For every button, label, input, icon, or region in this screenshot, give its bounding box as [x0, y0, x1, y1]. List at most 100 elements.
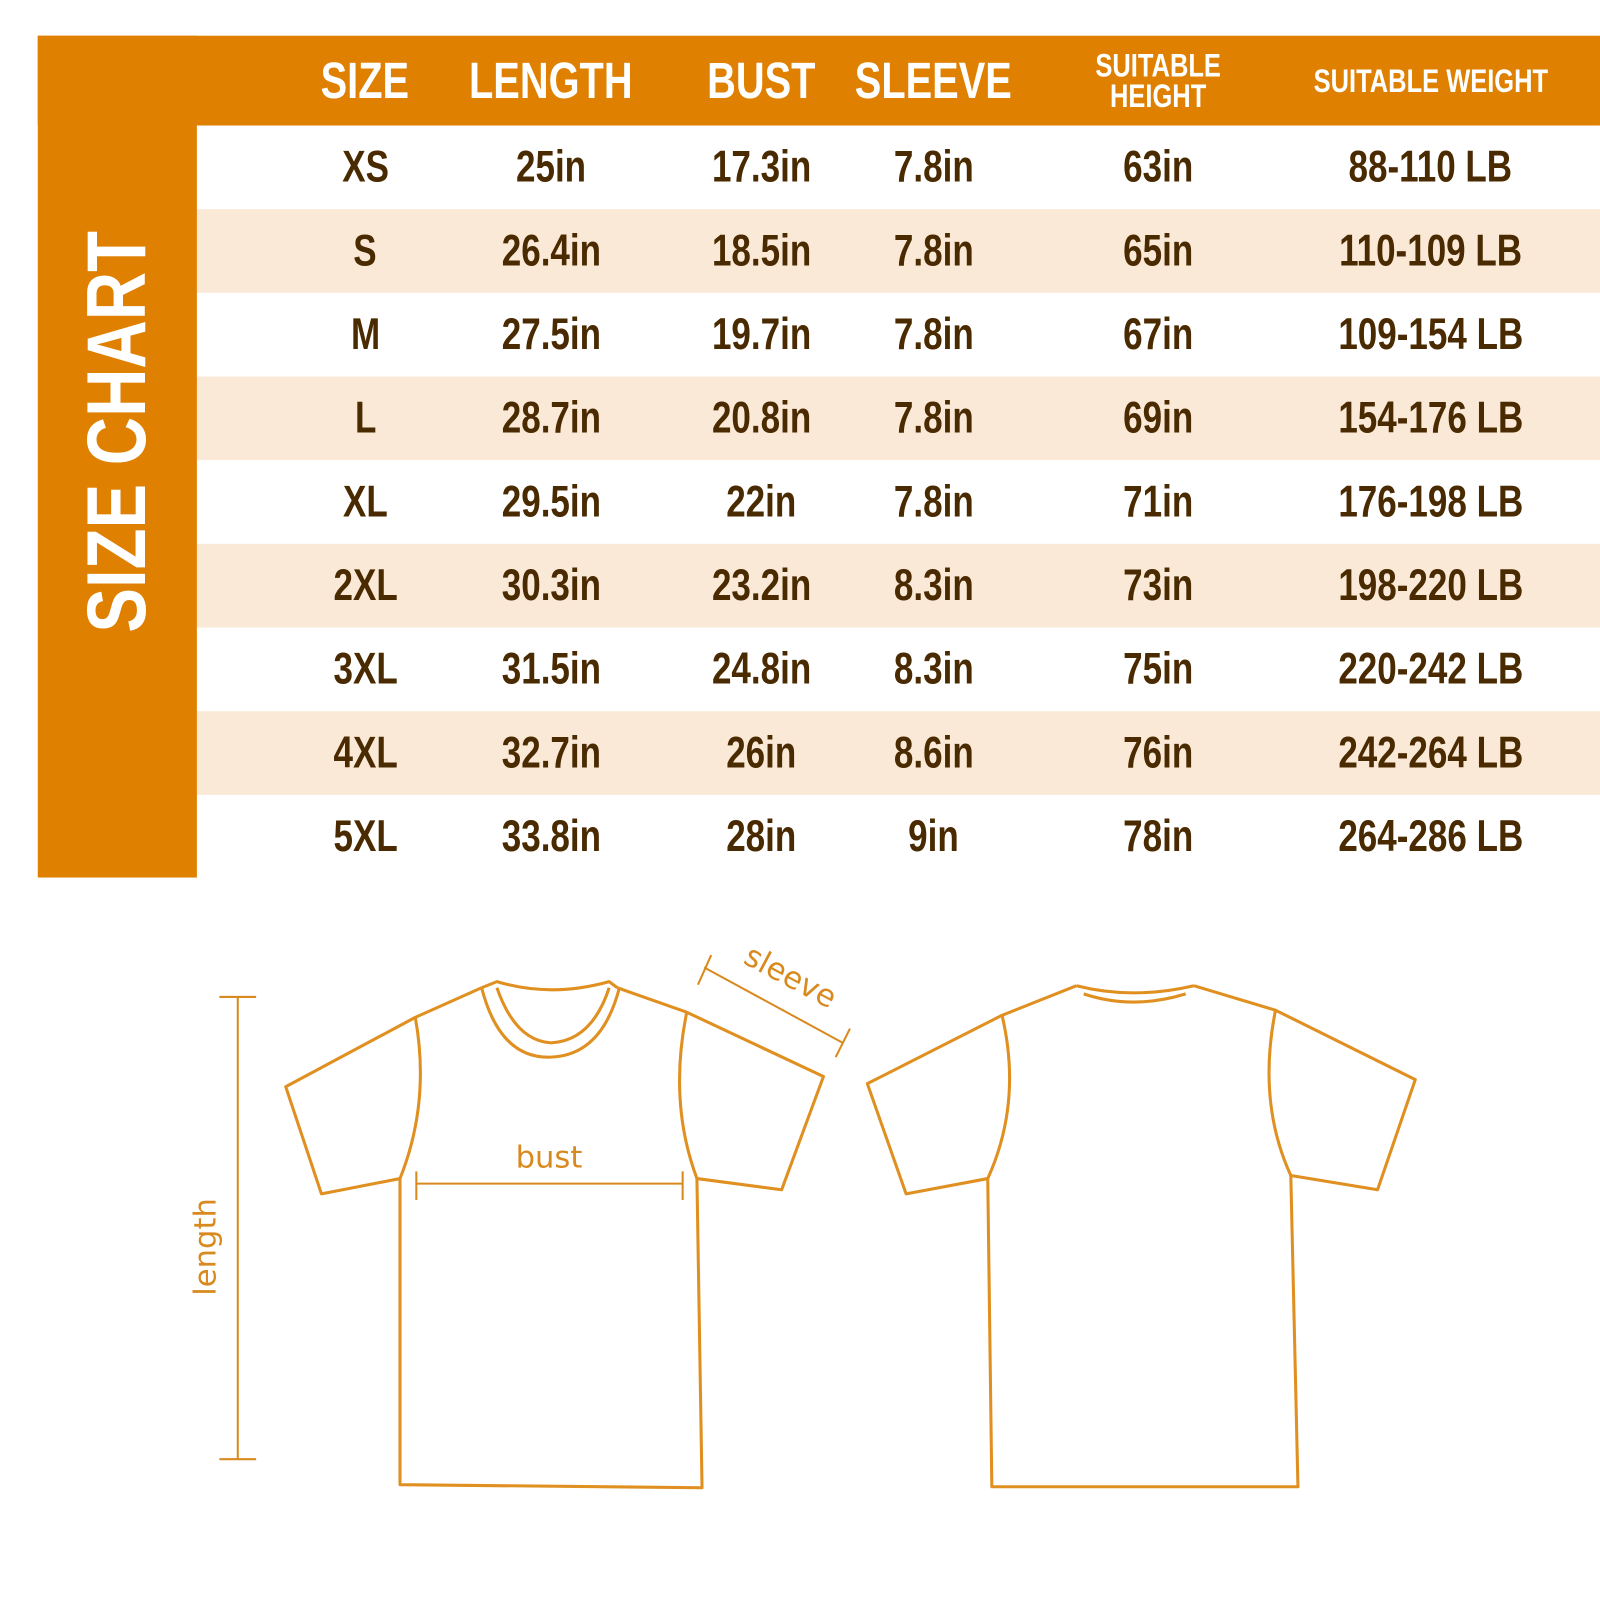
cell-height: 63in	[1046, 126, 1270, 210]
column-header-size: SIZE	[279, 36, 452, 126]
cell-value: 69in	[1123, 392, 1194, 443]
cell-value: S	[353, 225, 377, 276]
bust-label: bust	[516, 1140, 583, 1175]
cell-value: 29.5in	[501, 476, 601, 527]
cell-weight: 109-154 LB	[1278, 293, 1584, 377]
cell-length: 30.3in	[449, 544, 653, 628]
cell-size: S	[279, 209, 452, 293]
cell-value: 2XL	[333, 560, 398, 611]
cell-height: 76in	[1046, 711, 1270, 795]
table-row	[196, 460, 1600, 544]
cell-value: 73in	[1123, 560, 1194, 611]
cell-sleeve: 8.3in	[847, 544, 1020, 628]
cell-value: 9in	[908, 811, 959, 862]
cell-value: 8.3in	[893, 560, 974, 611]
column-header-sleeve: SLEEVE	[847, 36, 1020, 126]
table-row	[196, 794, 1600, 879]
cell-value: L	[354, 392, 376, 443]
cell-value: 23.2in	[711, 560, 811, 611]
cell-value: 63in	[1123, 141, 1194, 192]
column-header-label: SUITABLE HEIGHT	[1095, 46, 1221, 115]
cell-size: XS	[279, 126, 452, 210]
cell-sleeve: 7.8in	[847, 293, 1020, 377]
cell-weight: 154-176 LB	[1278, 377, 1584, 461]
cell-length: 28.7in	[449, 377, 653, 461]
cell-value: 264-286 LB	[1338, 811, 1524, 862]
cell-value: 32.7in	[501, 727, 601, 778]
cell-value: 5XL	[333, 811, 398, 862]
column-header-label: LENGTH	[469, 52, 633, 110]
cell-value: 22in	[726, 476, 797, 527]
table-row	[196, 292, 1600, 377]
cell-value: 109-154 LB	[1338, 309, 1524, 360]
cell-value: 71in	[1123, 476, 1194, 527]
cell-value: 8.6in	[893, 727, 974, 778]
cell-sleeve: 8.3in	[847, 628, 1020, 712]
cell-sleeve: 9in	[847, 795, 1020, 879]
cell-value: 7.8in	[893, 141, 974, 192]
cell-height: 65in	[1046, 209, 1270, 293]
cell-value: 31.5in	[501, 643, 601, 694]
cell-value: 7.8in	[893, 476, 974, 527]
cell-bust: 22in	[669, 460, 853, 544]
cell-value: 154-176 LB	[1338, 392, 1524, 443]
cell-value: 65in	[1123, 225, 1194, 276]
cell-value: XS	[341, 141, 389, 192]
cell-value: 28.7in	[501, 392, 601, 443]
cell-bust: 28in	[669, 795, 853, 879]
cell-weight: 220-242 LB	[1278, 628, 1584, 712]
table-row	[196, 209, 1600, 293]
cell-sleeve: 8.6in	[847, 711, 1020, 795]
cell-weight: 176-198 LB	[1278, 460, 1584, 544]
length-measure-line	[219, 995, 257, 1461]
cell-weight: 110-109 LB	[1278, 209, 1584, 293]
cell-value: 3XL	[333, 643, 398, 694]
cell-value: 30.3in	[501, 560, 601, 611]
cell-value: 19.7in	[711, 309, 811, 360]
column-header-length: LENGTH	[449, 36, 653, 126]
cell-weight: 198-220 LB	[1278, 544, 1584, 628]
cell-size: M	[279, 293, 452, 377]
cell-length: 25in	[449, 126, 653, 210]
cell-value: 176-198 LB	[1338, 476, 1524, 527]
cell-size: XL	[279, 460, 452, 544]
cell-sleeve: 7.8in	[847, 126, 1020, 210]
sleeve-label: sleeve	[738, 939, 842, 1016]
cell-value: 7.8in	[893, 225, 974, 276]
bust-measure-line	[415, 1171, 684, 1200]
table-row	[196, 543, 1600, 628]
cell-value: 220-242 LB	[1338, 643, 1524, 694]
cell-bust: 23.2in	[669, 544, 853, 628]
cell-value: 25in	[515, 141, 587, 192]
cell-bust: 19.7in	[669, 293, 853, 377]
header-band	[37, 35, 1600, 126]
cell-length: 26.4in	[449, 209, 653, 293]
back-tshirt-outline	[865, 984, 1417, 1489]
cell-bust: 18.5in	[669, 209, 853, 293]
cell-weight: 242-264 LB	[1278, 711, 1584, 795]
cell-height: 69in	[1046, 377, 1270, 461]
cell-value: 242-264 LB	[1338, 727, 1524, 778]
cell-height: 78in	[1046, 795, 1270, 879]
cell-value: 27.5in	[501, 309, 601, 360]
cell-height: 67in	[1046, 293, 1270, 377]
cell-size: 5XL	[279, 795, 452, 879]
sleeve-measure-line	[697, 954, 851, 1058]
cell-bust: 26in	[669, 711, 853, 795]
cell-size: L	[279, 377, 452, 461]
side-band	[37, 35, 197, 878]
cell-value: 17.3in	[711, 141, 811, 192]
table-row	[196, 125, 1600, 210]
cell-value: 18.5in	[711, 225, 811, 276]
cell-value: 198-220 LB	[1338, 560, 1524, 611]
cell-value: 67in	[1123, 309, 1194, 360]
cell-value: 76in	[1123, 727, 1194, 778]
column-header-bust: BUST	[669, 36, 853, 126]
cell-value: 33.8in	[501, 811, 601, 862]
cell-length: 29.5in	[449, 460, 653, 544]
cell-value: 8.3in	[893, 643, 974, 694]
cell-size: 3XL	[279, 628, 452, 712]
cell-value: 110-109 LB	[1339, 225, 1523, 276]
